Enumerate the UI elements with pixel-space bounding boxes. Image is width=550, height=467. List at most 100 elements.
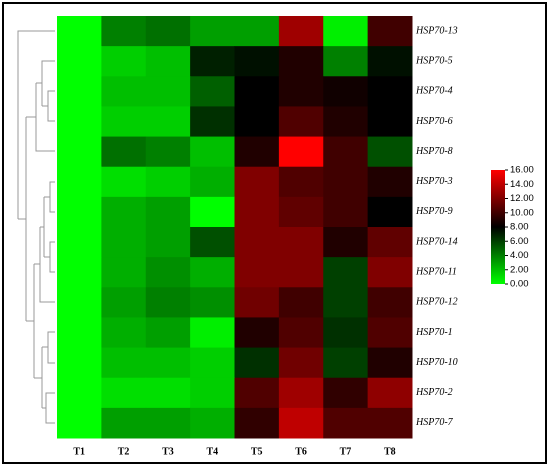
cell bbox=[57, 317, 102, 349]
row-label: HSP70-9 bbox=[415, 206, 453, 217]
cell bbox=[145, 76, 191, 107]
cell bbox=[278, 287, 324, 318]
cell bbox=[101, 317, 147, 349]
cell bbox=[145, 287, 191, 318]
cell bbox=[367, 317, 413, 349]
cell bbox=[101, 257, 147, 288]
color-bar-label: 6.00 bbox=[510, 236, 529, 247]
cell bbox=[190, 46, 235, 77]
cell bbox=[145, 166, 191, 198]
cell bbox=[278, 46, 324, 77]
cell bbox=[323, 377, 369, 409]
cell bbox=[145, 377, 191, 409]
column-label: T8 bbox=[384, 446, 396, 457]
row-label: HSP70-7 bbox=[415, 417, 454, 428]
row-label: HSP70-3 bbox=[415, 176, 453, 187]
row-label: HSP70-14 bbox=[415, 236, 458, 247]
cell bbox=[57, 407, 102, 439]
cell bbox=[367, 166, 413, 198]
row-label: HSP70-10 bbox=[415, 357, 458, 368]
cell bbox=[323, 196, 369, 228]
cell bbox=[190, 317, 235, 349]
color-bar-label: 16.00 bbox=[510, 165, 534, 176]
cell bbox=[323, 106, 369, 138]
color-bar-label: 8.00 bbox=[510, 222, 529, 233]
cell bbox=[145, 317, 191, 349]
cell bbox=[190, 407, 235, 439]
cell bbox=[234, 257, 280, 288]
cell bbox=[57, 16, 102, 47]
cell bbox=[234, 227, 280, 258]
cell bbox=[367, 227, 413, 258]
cell bbox=[367, 136, 413, 168]
cell bbox=[57, 76, 102, 107]
cell bbox=[367, 196, 413, 228]
cell bbox=[323, 407, 369, 439]
column-label: T4 bbox=[206, 446, 218, 457]
cell bbox=[57, 166, 102, 198]
cell bbox=[278, 317, 324, 349]
column-label: T5 bbox=[251, 446, 263, 457]
cell bbox=[278, 377, 324, 409]
cell bbox=[323, 166, 369, 198]
cell bbox=[57, 287, 102, 318]
cell bbox=[57, 377, 102, 409]
cell bbox=[101, 76, 147, 107]
cell bbox=[323, 16, 369, 47]
cell bbox=[278, 16, 324, 47]
cell bbox=[145, 347, 191, 379]
cell bbox=[145, 227, 191, 258]
cell bbox=[190, 76, 235, 107]
cell bbox=[101, 166, 147, 198]
cell bbox=[57, 136, 102, 168]
cell bbox=[190, 136, 235, 168]
cell bbox=[234, 46, 280, 77]
cell bbox=[278, 166, 324, 198]
cell bbox=[278, 106, 324, 138]
cell bbox=[323, 287, 369, 318]
cell bbox=[323, 136, 369, 168]
cell bbox=[101, 377, 147, 409]
cell bbox=[57, 227, 102, 258]
cell bbox=[234, 16, 280, 47]
cell bbox=[145, 136, 191, 168]
cell bbox=[145, 106, 191, 138]
cell bbox=[234, 76, 280, 107]
cell bbox=[323, 347, 369, 379]
cell bbox=[367, 16, 413, 47]
cell bbox=[101, 106, 147, 138]
cell bbox=[145, 407, 191, 439]
cell bbox=[57, 46, 102, 77]
cell bbox=[367, 46, 413, 77]
color-bar-label: 12.00 bbox=[510, 193, 534, 204]
cell bbox=[101, 407, 147, 439]
cell bbox=[234, 136, 280, 168]
cell bbox=[145, 257, 191, 288]
cell bbox=[234, 407, 280, 439]
cell bbox=[234, 377, 280, 409]
cell bbox=[278, 76, 324, 107]
cell bbox=[278, 347, 324, 379]
cell bbox=[145, 16, 191, 47]
column-label: T1 bbox=[73, 446, 85, 457]
cell bbox=[367, 106, 413, 138]
cell bbox=[190, 347, 235, 379]
color-bar-label: 14.00 bbox=[510, 179, 534, 190]
row-label: HSP70-5 bbox=[415, 56, 453, 67]
cell bbox=[101, 287, 147, 318]
cell bbox=[234, 106, 280, 138]
cell bbox=[57, 106, 102, 138]
cell bbox=[323, 257, 369, 288]
cell bbox=[367, 407, 413, 439]
cell bbox=[101, 46, 147, 77]
cell bbox=[57, 257, 102, 288]
cell bbox=[190, 257, 235, 288]
cell bbox=[367, 76, 413, 107]
cell bbox=[190, 287, 235, 318]
cell bbox=[101, 196, 147, 228]
column-label: T3 bbox=[162, 446, 174, 457]
dendrogram bbox=[17, 30, 55, 424]
row-label: HSP70-4 bbox=[415, 86, 453, 97]
